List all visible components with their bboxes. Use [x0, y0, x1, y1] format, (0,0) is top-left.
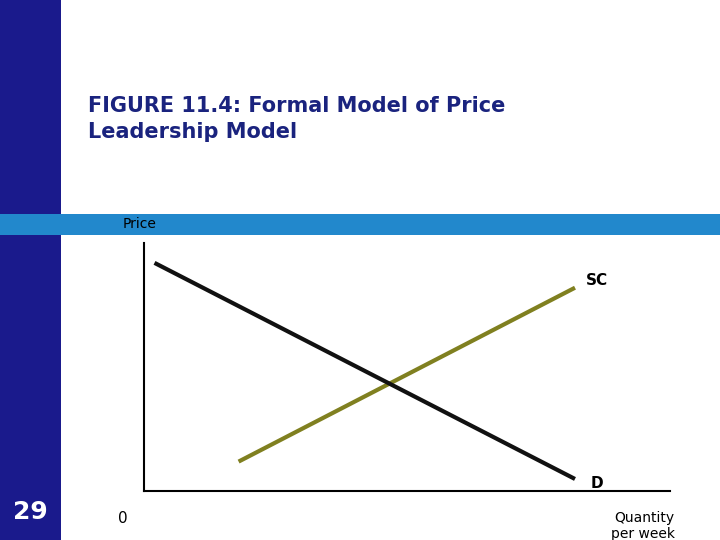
- Text: D: D: [590, 476, 603, 491]
- Text: FIGURE 11.4: Formal Model of Price
Leadership Model: FIGURE 11.4: Formal Model of Price Leade…: [88, 96, 505, 142]
- Text: Price: Price: [123, 217, 157, 231]
- Text: 29: 29: [13, 500, 48, 524]
- Text: 0: 0: [118, 511, 127, 526]
- Text: SC: SC: [585, 273, 608, 288]
- Text: Quantity
per week: Quantity per week: [611, 511, 675, 540]
